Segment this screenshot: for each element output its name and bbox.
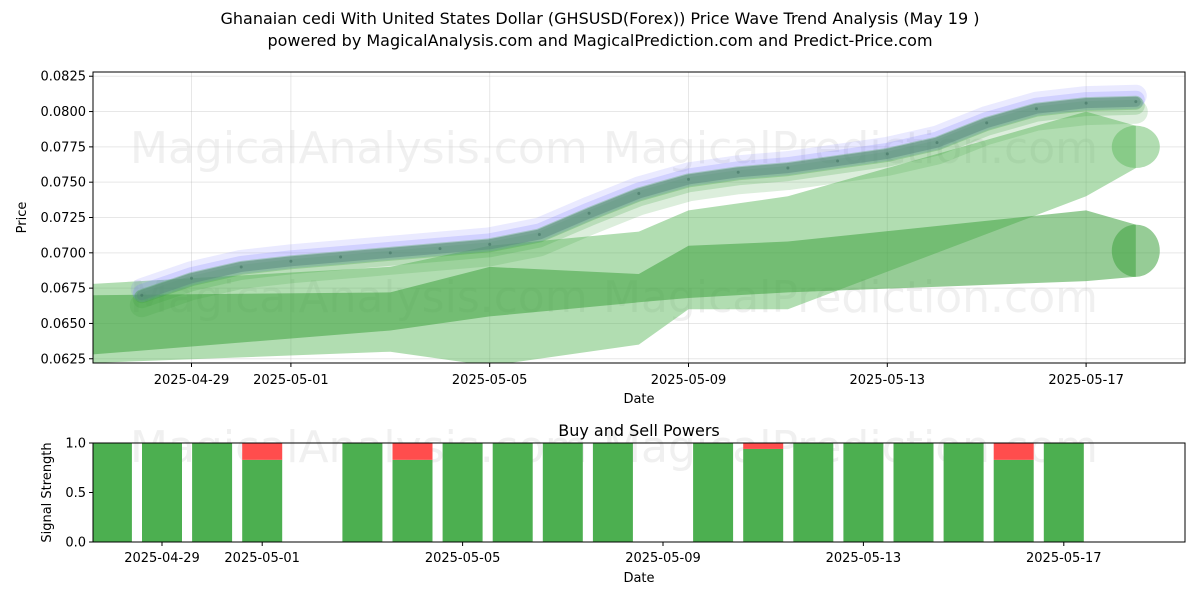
buy-bar	[492, 443, 533, 542]
y-tick-label: 0.0750	[41, 176, 87, 191]
price-point	[1134, 100, 1138, 104]
y-tick-label: 0.0	[65, 536, 86, 551]
y-axis-label: Price	[15, 202, 30, 234]
price-point	[488, 242, 492, 246]
price-point	[289, 259, 293, 263]
buy-bar	[893, 443, 934, 542]
y-tick-label: 0.0700	[41, 246, 87, 261]
price-point	[935, 141, 939, 145]
buy-bar	[843, 443, 884, 542]
price-point	[687, 177, 690, 181]
price-point	[637, 191, 641, 195]
forecast-band-cap	[1111, 224, 1160, 277]
forecast-band-cap	[1111, 125, 1160, 169]
y-tick-label: 0.0775	[41, 140, 87, 155]
price-point	[1034, 107, 1038, 111]
y-axis-label: Signal Strength	[40, 442, 55, 542]
x-tick-label: 2025-05-05	[425, 551, 501, 566]
price-point	[736, 170, 740, 174]
x-axis-label: Date	[623, 392, 654, 407]
x-tick-label: 2025-05-09	[651, 373, 727, 388]
buy-bar	[743, 448, 784, 542]
title-line-2: powered by MagicalAnalysis.com and Magic…	[267, 31, 933, 50]
price-point	[587, 211, 591, 215]
x-tick-label: 2025-05-17	[1048, 373, 1124, 388]
price-point	[190, 276, 193, 280]
title-line-1: Ghanaian cedi With United States Dollar …	[220, 9, 980, 28]
x-tick-label: 2025-05-13	[850, 373, 926, 388]
buy-bar	[142, 443, 182, 542]
x-tick-label: 2025-05-09	[625, 551, 701, 566]
watermark-text: MagicalAnalysis.com	[130, 123, 588, 174]
price-wave-line	[132, 96, 1145, 309]
y-tick-label: 0.0625	[41, 352, 87, 367]
buy-bar	[242, 459, 283, 542]
x-tick-label: 2025-05-01	[224, 551, 300, 566]
price-panel: MagicalAnalysis.com MagicalPrediction.com…	[15, 70, 1186, 407]
signal-panel-title: Buy and Sell Powers	[558, 421, 720, 440]
y-tick-label: 1.0	[65, 437, 86, 452]
price-wave-line	[130, 84, 1147, 301]
x-tick-label: 2025-05-01	[253, 373, 329, 388]
forecast-band	[93, 210, 1136, 355]
x-tick-label: 2025-05-05	[452, 373, 528, 388]
sell-bar	[242, 443, 283, 460]
sell-bar	[392, 443, 433, 460]
price-point	[239, 265, 243, 269]
y-tick-label: 0.0675	[41, 282, 87, 297]
price-point	[786, 166, 790, 170]
buy-bar	[943, 443, 984, 542]
price-point	[537, 232, 541, 236]
sell-bar	[743, 443, 784, 449]
price-wave-line	[129, 99, 1148, 318]
price-wave-line	[132, 90, 1145, 303]
buy-bar	[693, 443, 734, 542]
buy-bar	[793, 443, 834, 542]
watermark-text: MagicalPrediction.com	[603, 123, 1098, 174]
signal-plot-area	[93, 443, 1084, 542]
buy-bar	[993, 459, 1034, 542]
y-tick-label: 0.0650	[41, 317, 87, 332]
price-point	[388, 251, 392, 255]
price-point	[885, 152, 889, 156]
buy-bar	[192, 443, 233, 542]
y-tick-label: 0.0800	[41, 105, 87, 120]
y-tick-label: 0.0825	[41, 70, 87, 85]
x-tick-label: 2025-05-13	[826, 551, 902, 566]
x-tick-label: 2025-05-17	[1026, 551, 1102, 566]
signal-panel: MagicalAnalysis.comMagicalPrediction.com…	[40, 421, 1186, 586]
buy-bar	[442, 443, 483, 542]
price-point	[1084, 101, 1088, 105]
price-point	[438, 247, 442, 251]
x-tick-label: 2025-04-29	[154, 373, 230, 388]
y-tick-label: 0.5	[65, 486, 86, 501]
buy-bar	[392, 459, 433, 542]
price-point	[836, 159, 840, 163]
price-point	[985, 121, 989, 125]
price-plot-area	[93, 84, 1160, 363]
buy-bar	[93, 443, 132, 542]
buy-bar	[542, 443, 583, 542]
chart-title: Ghanaian cedi With United States Dollar …	[0, 8, 1200, 52]
buy-bar	[592, 443, 633, 542]
x-axis-label: Date	[623, 571, 654, 586]
price-point	[339, 255, 343, 259]
x-tick-label: 2025-04-29	[124, 551, 200, 566]
buy-bar	[342, 443, 383, 542]
y-tick-label: 0.0725	[41, 211, 87, 226]
sell-bar	[993, 443, 1034, 460]
buy-bar	[1043, 443, 1084, 542]
price-point	[140, 293, 144, 297]
